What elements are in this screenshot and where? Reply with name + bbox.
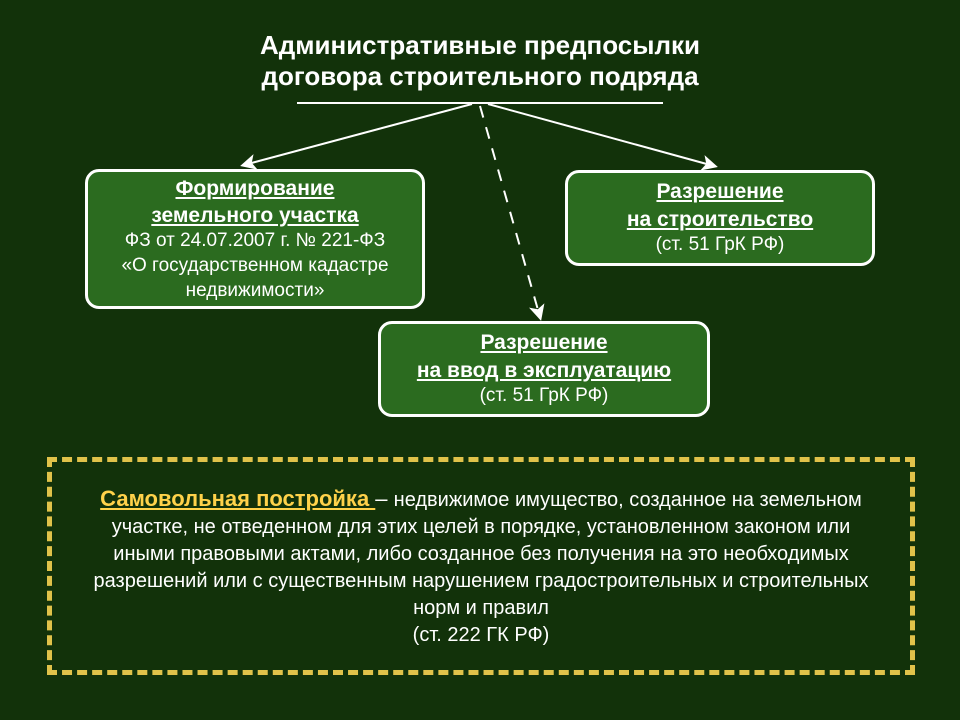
box-land-formation: Формирование земельного участка ФЗ от 24… [85, 169, 425, 309]
box-commissioning-permit: Разрешение на ввод в эксплуатацию (ст. 5… [378, 321, 710, 417]
arrow-down-dashed [480, 106, 540, 317]
definition-panel: Самовольная постройка – недвижимое имуще… [47, 457, 915, 675]
box-land-heading2: земельного участка [151, 202, 358, 229]
slide-title: Административные предпосылки договора ст… [0, 30, 960, 92]
definition-dash: – [375, 486, 393, 511]
box-commission-body1: (ст. 51 ГрК РФ) [480, 384, 609, 409]
box-build-permit: Разрешение на строительство (ст. 51 ГрК … [565, 170, 875, 266]
arrow-left [244, 104, 472, 165]
box-build-body1: (ст. 51 ГрК РФ) [656, 233, 785, 258]
title-underline [297, 102, 663, 104]
title-line2: договора строительного подряда [0, 61, 960, 92]
definition-term: Самовольная постройка [100, 486, 375, 511]
box-land-body2: «О государственном кадастре [121, 254, 388, 279]
box-build-heading2: на строительство [627, 206, 813, 233]
box-land-body1: ФЗ от 24.07.2007 г. № 221-ФЗ [125, 229, 385, 254]
box-commission-heading2: на ввод в эксплуатацию [417, 357, 671, 384]
title-line1: Административные предпосылки [0, 30, 960, 61]
arrow-right [488, 104, 714, 166]
box-commission-heading1: Разрешение [480, 329, 607, 356]
definition-citation: (ст. 222 ГК РФ) [82, 622, 880, 649]
box-build-heading1: Разрешение [656, 178, 783, 205]
box-land-body3: недвижимости» [186, 279, 325, 304]
box-land-heading1: Формирование [176, 175, 335, 202]
